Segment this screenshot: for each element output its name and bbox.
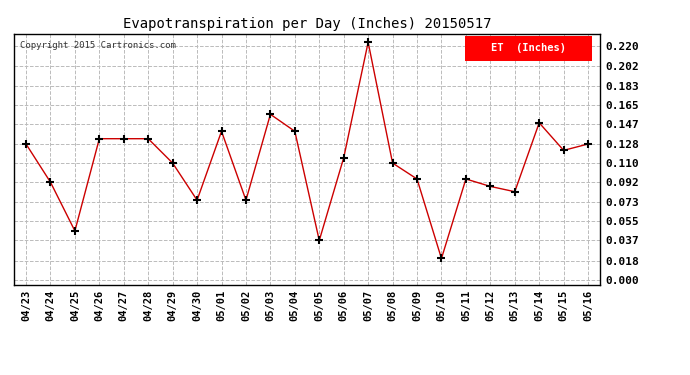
- Text: ET  (Inches): ET (Inches): [491, 44, 566, 53]
- FancyBboxPatch shape: [466, 36, 591, 62]
- Text: Copyright 2015 Cartronics.com: Copyright 2015 Cartronics.com: [19, 41, 175, 50]
- Title: Evapotranspiration per Day (Inches) 20150517: Evapotranspiration per Day (Inches) 2015…: [123, 17, 491, 31]
